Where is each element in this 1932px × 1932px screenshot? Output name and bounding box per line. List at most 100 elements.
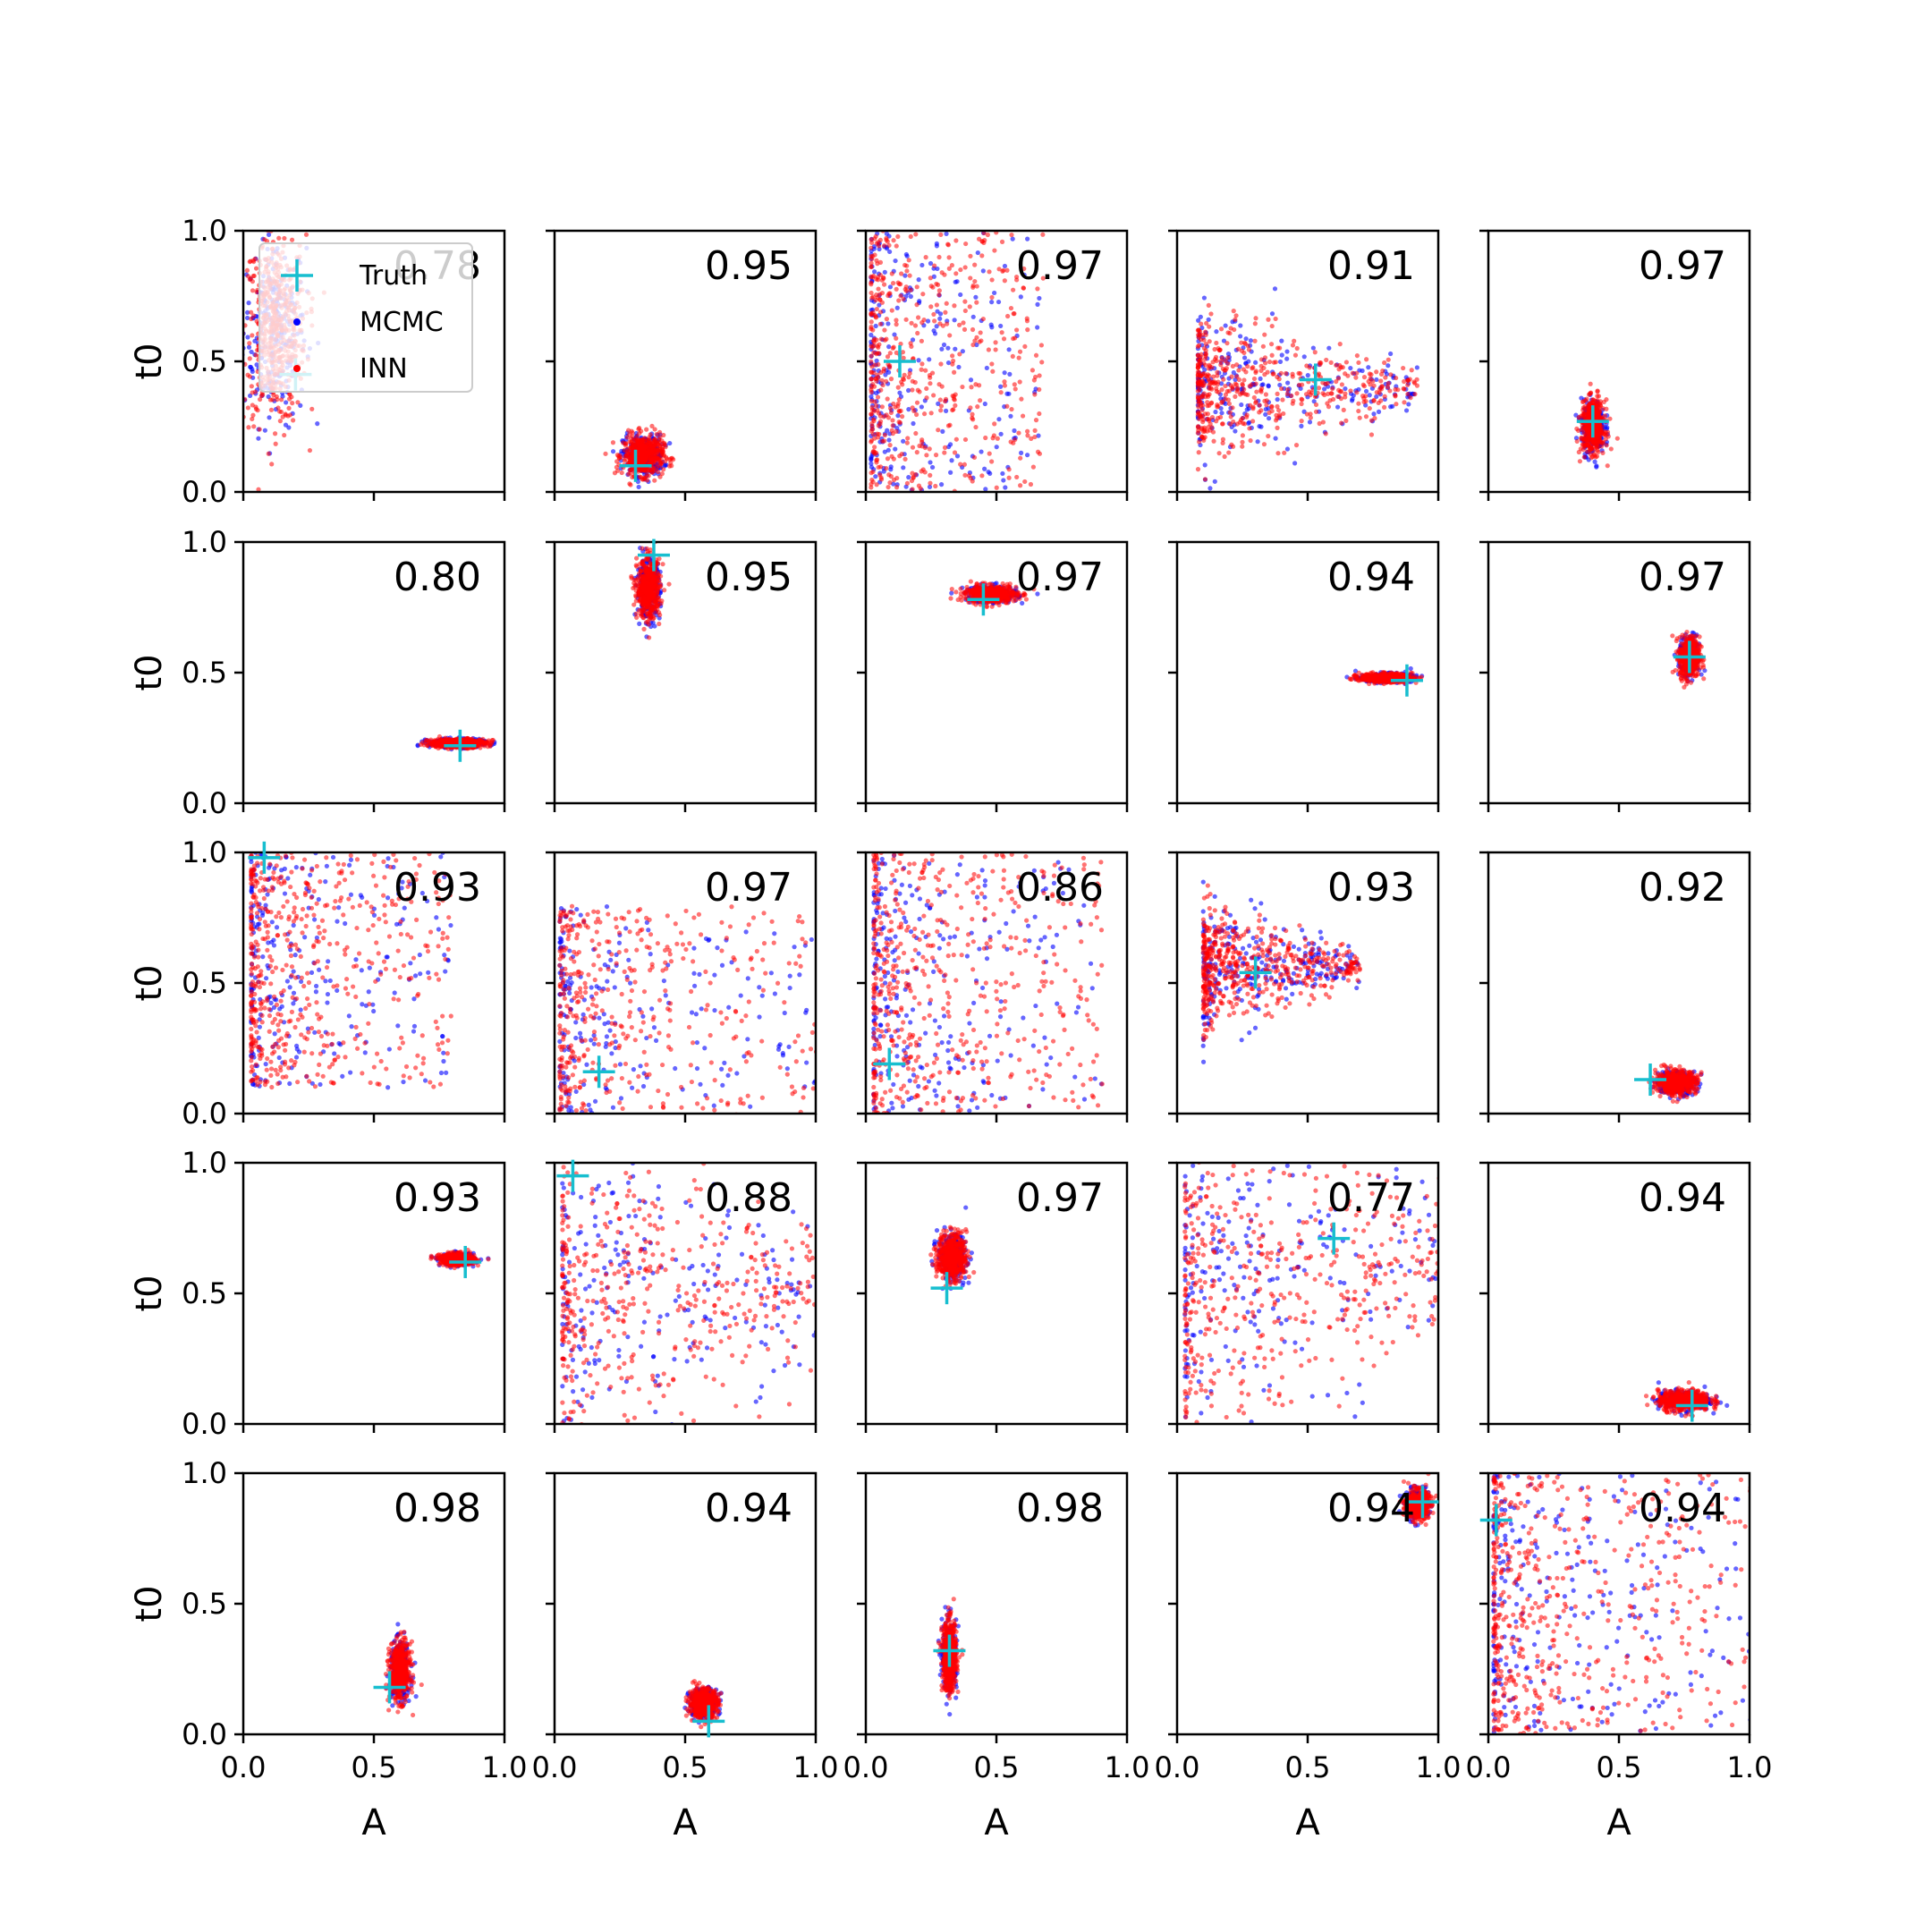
inn-point (1276, 377, 1282, 382)
inn-point (877, 292, 883, 297)
inn-point (1014, 474, 1020, 480)
inn-point (274, 394, 279, 400)
inn-point (1011, 287, 1016, 292)
inn-point (1220, 436, 1226, 442)
inn-point (962, 472, 968, 478)
inn-point (896, 409, 902, 414)
inn-point (1278, 370, 1284, 376)
mcmc-point (902, 273, 908, 278)
inn-point (882, 432, 887, 438)
inn-point (1222, 368, 1227, 373)
mcmc-point (1008, 413, 1013, 419)
y-tick-label: 1.0 (182, 525, 227, 559)
inn-point (1267, 359, 1273, 365)
inn-point (1339, 420, 1344, 426)
mcmc-point (927, 484, 933, 489)
inn-point (237, 337, 242, 342)
mcmc-point (1024, 453, 1030, 458)
mcmc-point (888, 464, 894, 470)
inn-point (1222, 453, 1227, 460)
inn-point (1225, 355, 1231, 360)
inn-point (647, 435, 652, 440)
mcmc-point (910, 337, 916, 343)
inn-point (1241, 421, 1248, 427)
inn-point (1221, 377, 1226, 382)
mcmc-point (284, 400, 289, 405)
inn-point (1383, 375, 1388, 380)
inn-point (1242, 341, 1248, 346)
inn-point (1019, 396, 1024, 402)
inn-point (951, 358, 956, 364)
inn-point (1580, 405, 1586, 411)
inn-point (654, 431, 659, 437)
inn-point (906, 375, 911, 380)
inn-point (1334, 378, 1339, 385)
inn-point (637, 449, 642, 454)
inn-point (667, 457, 673, 462)
inn-point (1241, 391, 1246, 396)
inn-point (891, 238, 896, 243)
inn-point (869, 353, 874, 359)
inn-point (1604, 443, 1609, 448)
inn-point (992, 421, 997, 427)
mcmc-point (979, 449, 984, 454)
inn-point (1226, 401, 1233, 406)
inn-point (889, 308, 894, 313)
inn-point (1195, 352, 1201, 358)
panel-5: 0.97 (1479, 229, 1751, 501)
inn-point (1586, 404, 1591, 411)
mcmc-point (998, 431, 1004, 436)
inn-point (869, 428, 874, 434)
inn-point (952, 303, 957, 309)
inn-point (881, 366, 886, 371)
inn-point (907, 370, 912, 377)
panel-4: 0.91 (1168, 229, 1440, 501)
inn-point (968, 405, 973, 411)
inn-point (1203, 342, 1209, 347)
inn-point (902, 286, 908, 292)
mcmc-point (928, 260, 934, 267)
inn-point (1229, 442, 1234, 447)
inn-point (936, 428, 941, 433)
inn-point (263, 517, 267, 521)
y-tick-label: 0.5 (182, 344, 227, 378)
mcmc-point (928, 460, 933, 465)
inn-point (869, 369, 874, 375)
inn-point (882, 327, 887, 333)
mcmc-point (931, 274, 936, 279)
inn-point (1214, 388, 1219, 394)
inn-point (1328, 360, 1334, 366)
mcmc-point (1260, 382, 1266, 387)
inn-point (1030, 464, 1036, 470)
mcmc-point (1243, 336, 1249, 342)
mcmc-point (266, 232, 272, 237)
mcmc-point (315, 421, 320, 427)
inn-point (629, 440, 634, 445)
inn-point (1013, 327, 1020, 333)
mcmc-point (245, 309, 250, 315)
inn-point (915, 315, 921, 320)
inn-point (966, 473, 972, 479)
mcmc-point (945, 345, 951, 351)
inn-point (244, 267, 250, 273)
inn-point (1591, 444, 1597, 449)
inn-point (1370, 378, 1376, 384)
inn-point (1206, 424, 1211, 430)
inn-point (1590, 397, 1596, 402)
mcmc-point (1374, 377, 1379, 383)
mcmc-point (938, 482, 945, 487)
inn-point (1376, 400, 1381, 406)
inn-point (962, 299, 968, 304)
inn-point (1004, 267, 1010, 273)
inn-point (1250, 419, 1256, 424)
inn-point (1587, 444, 1592, 449)
inn-point (1308, 415, 1313, 420)
inn-point (287, 225, 292, 229)
inn-point (272, 431, 278, 436)
inn-point (627, 467, 632, 473)
inn-point (1597, 423, 1602, 429)
inn-point (283, 217, 287, 222)
inn-point (1588, 381, 1593, 386)
inn-point (931, 311, 936, 318)
inn-point (622, 458, 627, 463)
